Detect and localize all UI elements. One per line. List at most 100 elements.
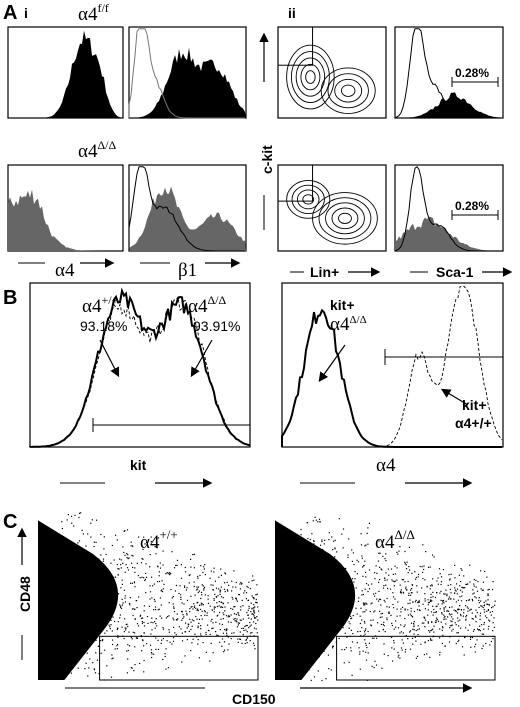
event (460, 589, 462, 591)
event (231, 596, 233, 598)
event (324, 539, 326, 541)
event (461, 569, 463, 571)
event (330, 561, 332, 563)
event (315, 519, 317, 521)
event (186, 627, 188, 629)
event (71, 522, 73, 524)
event (199, 608, 202, 610)
event (392, 592, 394, 594)
event (346, 578, 348, 581)
event (320, 625, 323, 627)
event (213, 571, 215, 573)
event (78, 650, 80, 652)
event (377, 560, 380, 562)
event (451, 616, 453, 618)
event (99, 589, 101, 591)
event (411, 572, 413, 574)
event (168, 573, 170, 575)
event (63, 617, 65, 619)
event (142, 617, 144, 619)
event (303, 625, 305, 627)
event (134, 571, 136, 573)
histogram (394, 165, 503, 252)
event (252, 596, 254, 599)
event (220, 606, 222, 608)
event (321, 581, 323, 583)
event (203, 588, 205, 590)
event (366, 603, 368, 605)
event (325, 646, 327, 648)
event (419, 610, 421, 612)
event (470, 636, 472, 639)
event (328, 616, 330, 618)
event (471, 612, 473, 614)
event (423, 622, 425, 624)
event (437, 603, 439, 605)
event (450, 584, 452, 586)
event (446, 593, 448, 595)
event (301, 627, 304, 629)
event (391, 622, 393, 624)
event (77, 596, 79, 598)
event (332, 645, 334, 647)
event (409, 631, 411, 633)
event (383, 643, 385, 645)
event (317, 546, 319, 548)
event (154, 621, 156, 623)
event (126, 623, 128, 625)
event (461, 586, 463, 588)
event (445, 589, 447, 591)
event (326, 576, 328, 578)
event (378, 598, 380, 600)
event (317, 595, 319, 597)
event (114, 620, 116, 623)
event (66, 622, 68, 624)
event (67, 558, 69, 560)
contour (331, 207, 359, 230)
event (168, 631, 170, 633)
event (173, 619, 175, 621)
event (134, 618, 136, 620)
event (220, 618, 222, 620)
event (162, 550, 164, 552)
event (355, 607, 357, 609)
event (212, 627, 214, 629)
event (193, 620, 195, 622)
event (97, 587, 99, 589)
event (352, 633, 354, 635)
event (70, 625, 72, 627)
event (105, 569, 107, 571)
event (79, 578, 81, 580)
event (429, 631, 431, 633)
event (348, 627, 350, 629)
event (123, 589, 126, 591)
event (145, 576, 148, 578)
event (104, 618, 106, 620)
event (475, 609, 477, 611)
event (88, 644, 90, 646)
plot-frame (277, 164, 387, 252)
histogram (129, 186, 246, 251)
event (475, 597, 477, 599)
event (299, 618, 301, 620)
event (71, 515, 73, 517)
event (211, 609, 214, 611)
event (478, 606, 480, 608)
event (240, 606, 242, 608)
event (473, 583, 475, 585)
event (322, 611, 324, 613)
event (443, 610, 445, 612)
event (93, 541, 95, 543)
event (235, 586, 237, 588)
event (313, 618, 315, 620)
event (95, 652, 97, 654)
event (111, 654, 113, 656)
event (165, 617, 167, 619)
event (117, 621, 119, 623)
event (417, 602, 419, 604)
event (140, 614, 142, 616)
event (438, 568, 441, 570)
event (447, 584, 449, 586)
event (480, 600, 482, 602)
event (138, 536, 140, 538)
